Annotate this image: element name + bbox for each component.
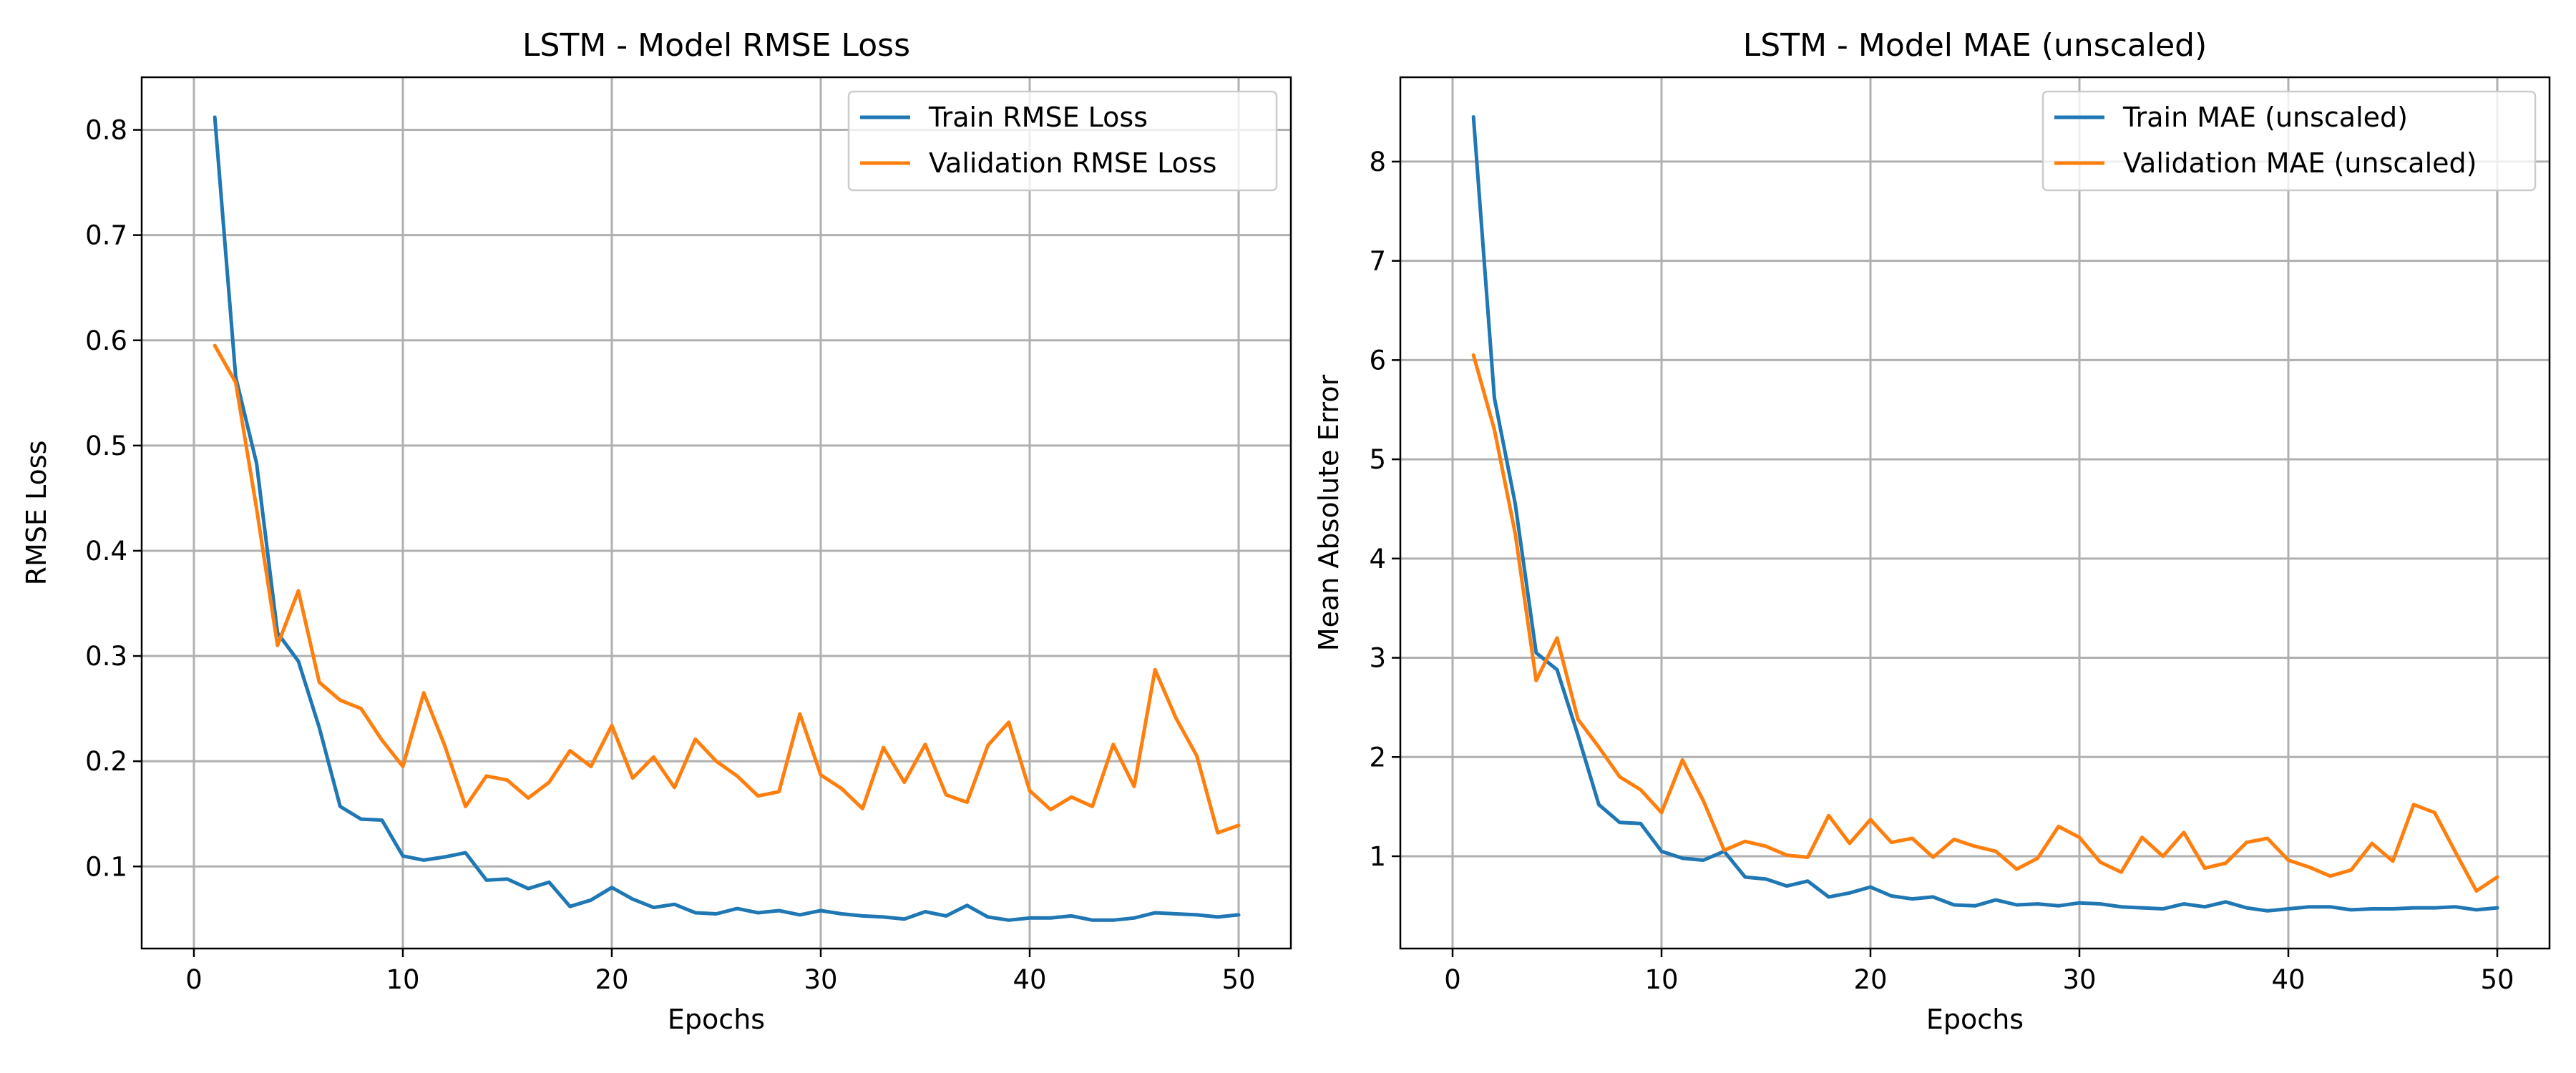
y-tick-label: 4: [1369, 544, 1386, 574]
series-line-2: [213, 343, 1241, 835]
y-tick-label: 0.5: [85, 431, 127, 461]
x-tick-label: 50: [2480, 964, 2514, 995]
x-tick-label: 20: [1853, 964, 1887, 995]
y-tick-label: 5: [1369, 444, 1386, 475]
x-tick-label: 10: [1644, 964, 1678, 995]
series-group: [213, 115, 1241, 922]
legend-box: [847, 90, 1278, 192]
series-group: [1471, 115, 2499, 913]
series-line-1: [213, 115, 1241, 922]
y-tick-label: 3: [1369, 643, 1386, 674]
x-tick-label: 0: [1444, 964, 1461, 995]
legend-label-1: Train RMSE Loss: [928, 102, 1148, 133]
x-tick-label: 50: [1221, 964, 1255, 995]
y-axis-label: RMSE Loss: [21, 441, 52, 586]
legend-label-1: Train MAE (unscaled): [2122, 102, 2408, 133]
x-axis-label: Epochs: [1926, 1004, 2024, 1035]
x-tick-label: 30: [2062, 964, 2096, 995]
series-line-2: [1471, 353, 2499, 893]
series-line-1: [1471, 115, 2499, 913]
x-tick-label: 30: [804, 964, 837, 995]
legend: Train MAE (unscaled) Validation MAE (unsc…: [2041, 90, 2537, 192]
y-tick-label: 8: [1369, 147, 1386, 177]
x-tick-label: 40: [2271, 964, 2305, 995]
chart-panel-1: 0 10 20 30 40 50 0.1 0.2 0.3 0.4 0.5 0.6 0.7 0.8 LSTM …: [21, 27, 1292, 1035]
chart-panel-2: 0 10 20 30 40 50 1 2 3 4 5 6 7 8 LSTM - Model MAE (uns…: [1313, 27, 2551, 1035]
y-tick-label: 0.2: [85, 746, 127, 777]
y-tick-label: 7: [1369, 246, 1386, 277]
y-tick-label: 6: [1369, 345, 1386, 376]
x-tick-label: 0: [185, 964, 203, 995]
y-tick-label: 0.4: [85, 536, 127, 567]
plot-area-frame: [140, 76, 1292, 950]
chart-title: LSTM - Model MAE (unscaled): [1743, 27, 2207, 64]
y-tick-label: 1: [1369, 841, 1386, 872]
y-tick-label: 2: [1369, 742, 1386, 773]
legend-label-2: Validation MAE (unscaled): [2123, 147, 2477, 179]
y-tick-label: 0.1: [85, 851, 127, 882]
y-axis-label: Mean Absolute Error: [1313, 374, 1345, 651]
x-tick-label: 10: [386, 964, 419, 995]
legend-label-2: Validation RMSE Loss: [929, 147, 1216, 179]
y-tick-label: 0.7: [85, 220, 127, 251]
y-tick-label: 0.3: [85, 641, 127, 672]
chart-title: LSTM - Model RMSE Loss: [522, 27, 910, 64]
y-tick-label: 0.8: [85, 115, 127, 146]
legend: Train RMSE Loss Validation RMSE Loss: [847, 90, 1278, 192]
legend-box: [2041, 90, 2537, 192]
x-axis-label: Epochs: [668, 1004, 765, 1035]
plot-area-frame: [1399, 76, 2551, 950]
y-tick-label: 0.6: [85, 325, 127, 356]
x-tick-label: 20: [595, 964, 628, 995]
x-tick-label: 40: [1013, 964, 1046, 995]
